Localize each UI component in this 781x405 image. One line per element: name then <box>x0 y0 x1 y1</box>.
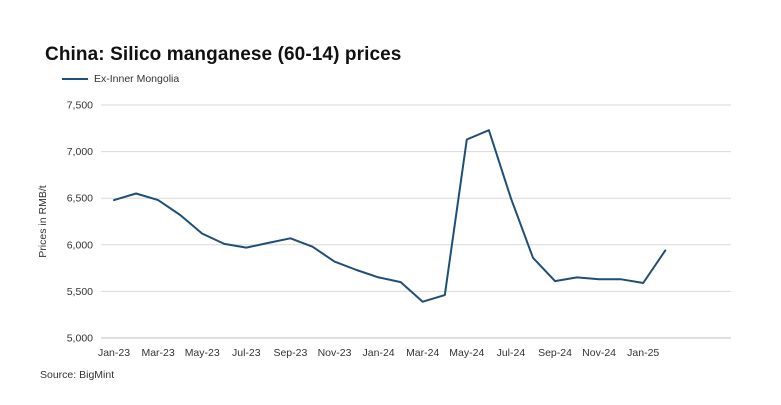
x-tick-label: Nov-24 <box>582 347 616 359</box>
x-tick-label: Jul-24 <box>497 347 526 359</box>
series-group <box>113 129 667 303</box>
x-tick-label: Mar-23 <box>141 347 174 359</box>
y-tick-label: 6,500 <box>67 193 93 205</box>
x-tick-label: Sep-23 <box>273 347 307 359</box>
x-tick-label: Mar-24 <box>406 347 439 359</box>
x-axis-ticks: Jan-23 Mar-23 May-23 Jul-23 Sep-23 Nov-23 Jan-… <box>98 347 659 359</box>
source-note: Source: BigMint <box>40 369 115 381</box>
legend: Ex-Inner Mongolia <box>62 73 179 85</box>
y-axis-ticks: 5,000 5,500 6,000 6,500 7,000 7,500 <box>67 100 93 345</box>
gridlines <box>101 104 731 339</box>
y-tick-label: 7,000 <box>67 146 93 158</box>
x-tick-label: Jul-23 <box>232 347 261 359</box>
x-tick-label: Nov-23 <box>318 347 352 359</box>
y-axis-title: Prices in RMB/t <box>37 185 49 257</box>
y-tick-label: 6,000 <box>67 239 93 251</box>
series-line <box>113 129 667 303</box>
y-tick-label: 5,000 <box>67 333 93 345</box>
legend-line-swatch <box>62 78 88 80</box>
x-tick-label: Jan-23 <box>98 347 130 359</box>
x-tick-label: May-24 <box>449 347 484 359</box>
x-tick-label: Jan-25 <box>627 347 659 359</box>
x-tick-label: Sep-24 <box>538 347 572 359</box>
x-tick-label: Jan-24 <box>363 347 395 359</box>
y-tick-label: 7,500 <box>67 100 93 112</box>
y-tick-label: 5,500 <box>67 286 93 298</box>
x-tick-label: May-23 <box>185 347 220 359</box>
legend-label: Ex-Inner Mongolia <box>94 73 180 85</box>
chart-title: China: Silico manganese (60-14) prices <box>45 44 402 65</box>
